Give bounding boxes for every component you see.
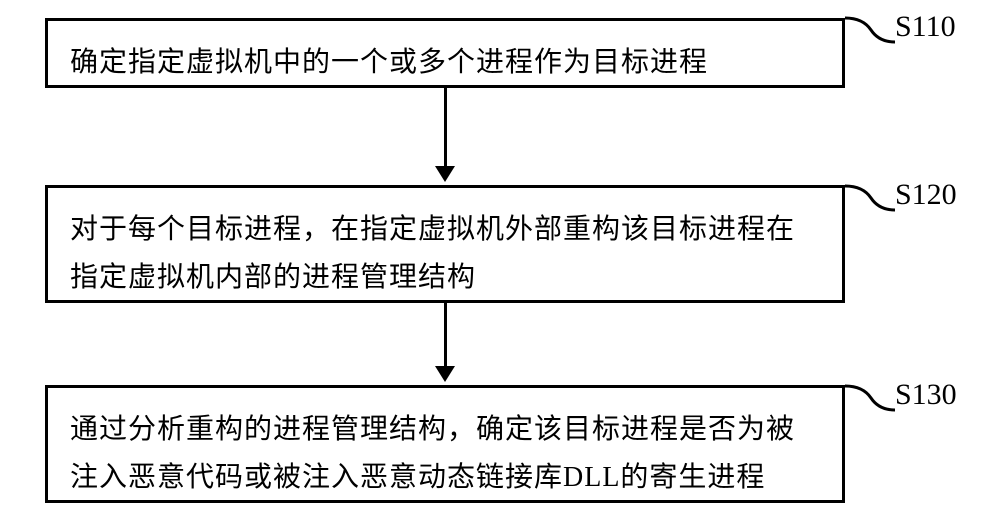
flow-label-s120: S120 [895,178,957,212]
flowchart-container: 确定指定虚拟机中的一个或多个进程作为目标进程 S110 对于每个目标进程，在指定… [0,0,1000,513]
flow-step-s120: 对于每个目标进程，在指定虚拟机外部重构该目标进程在 指定虚拟机内部的进程管理结构 [45,185,845,303]
connector-line [444,88,447,166]
connector-s110-s120 [435,88,455,182]
connector-arrow [435,366,455,382]
flow-step-s120-line1: 对于每个目标进程，在指定虚拟机外部重构该目标进程在 [70,206,820,254]
flow-step-s130: 通过分析重构的进程管理结构，确定该目标进程是否为被 注入恶意代码或被注入恶意动态… [45,385,845,503]
label-curve-s110 [843,12,898,52]
connector-line [444,303,447,366]
connector-s120-s130 [435,303,455,382]
flow-step-s110-text: 确定指定虚拟机中的一个或多个进程作为目标进程 [70,39,820,87]
flow-step-s120-line2: 指定虚拟机内部的进程管理结构 [70,254,820,302]
flow-step-s110: 确定指定虚拟机中的一个或多个进程作为目标进程 [45,18,845,88]
label-curve-s120 [843,180,898,220]
flow-step-s130-line1: 通过分析重构的进程管理结构，确定该目标进程是否为被 [70,406,820,454]
flow-label-s130: S130 [895,378,957,412]
flow-label-s110: S110 [895,10,956,44]
flow-step-s130-line2: 注入恶意代码或被注入恶意动态链接库DLL的寄生进程 [70,454,820,502]
label-curve-s130 [843,380,898,420]
connector-arrow [435,166,455,182]
